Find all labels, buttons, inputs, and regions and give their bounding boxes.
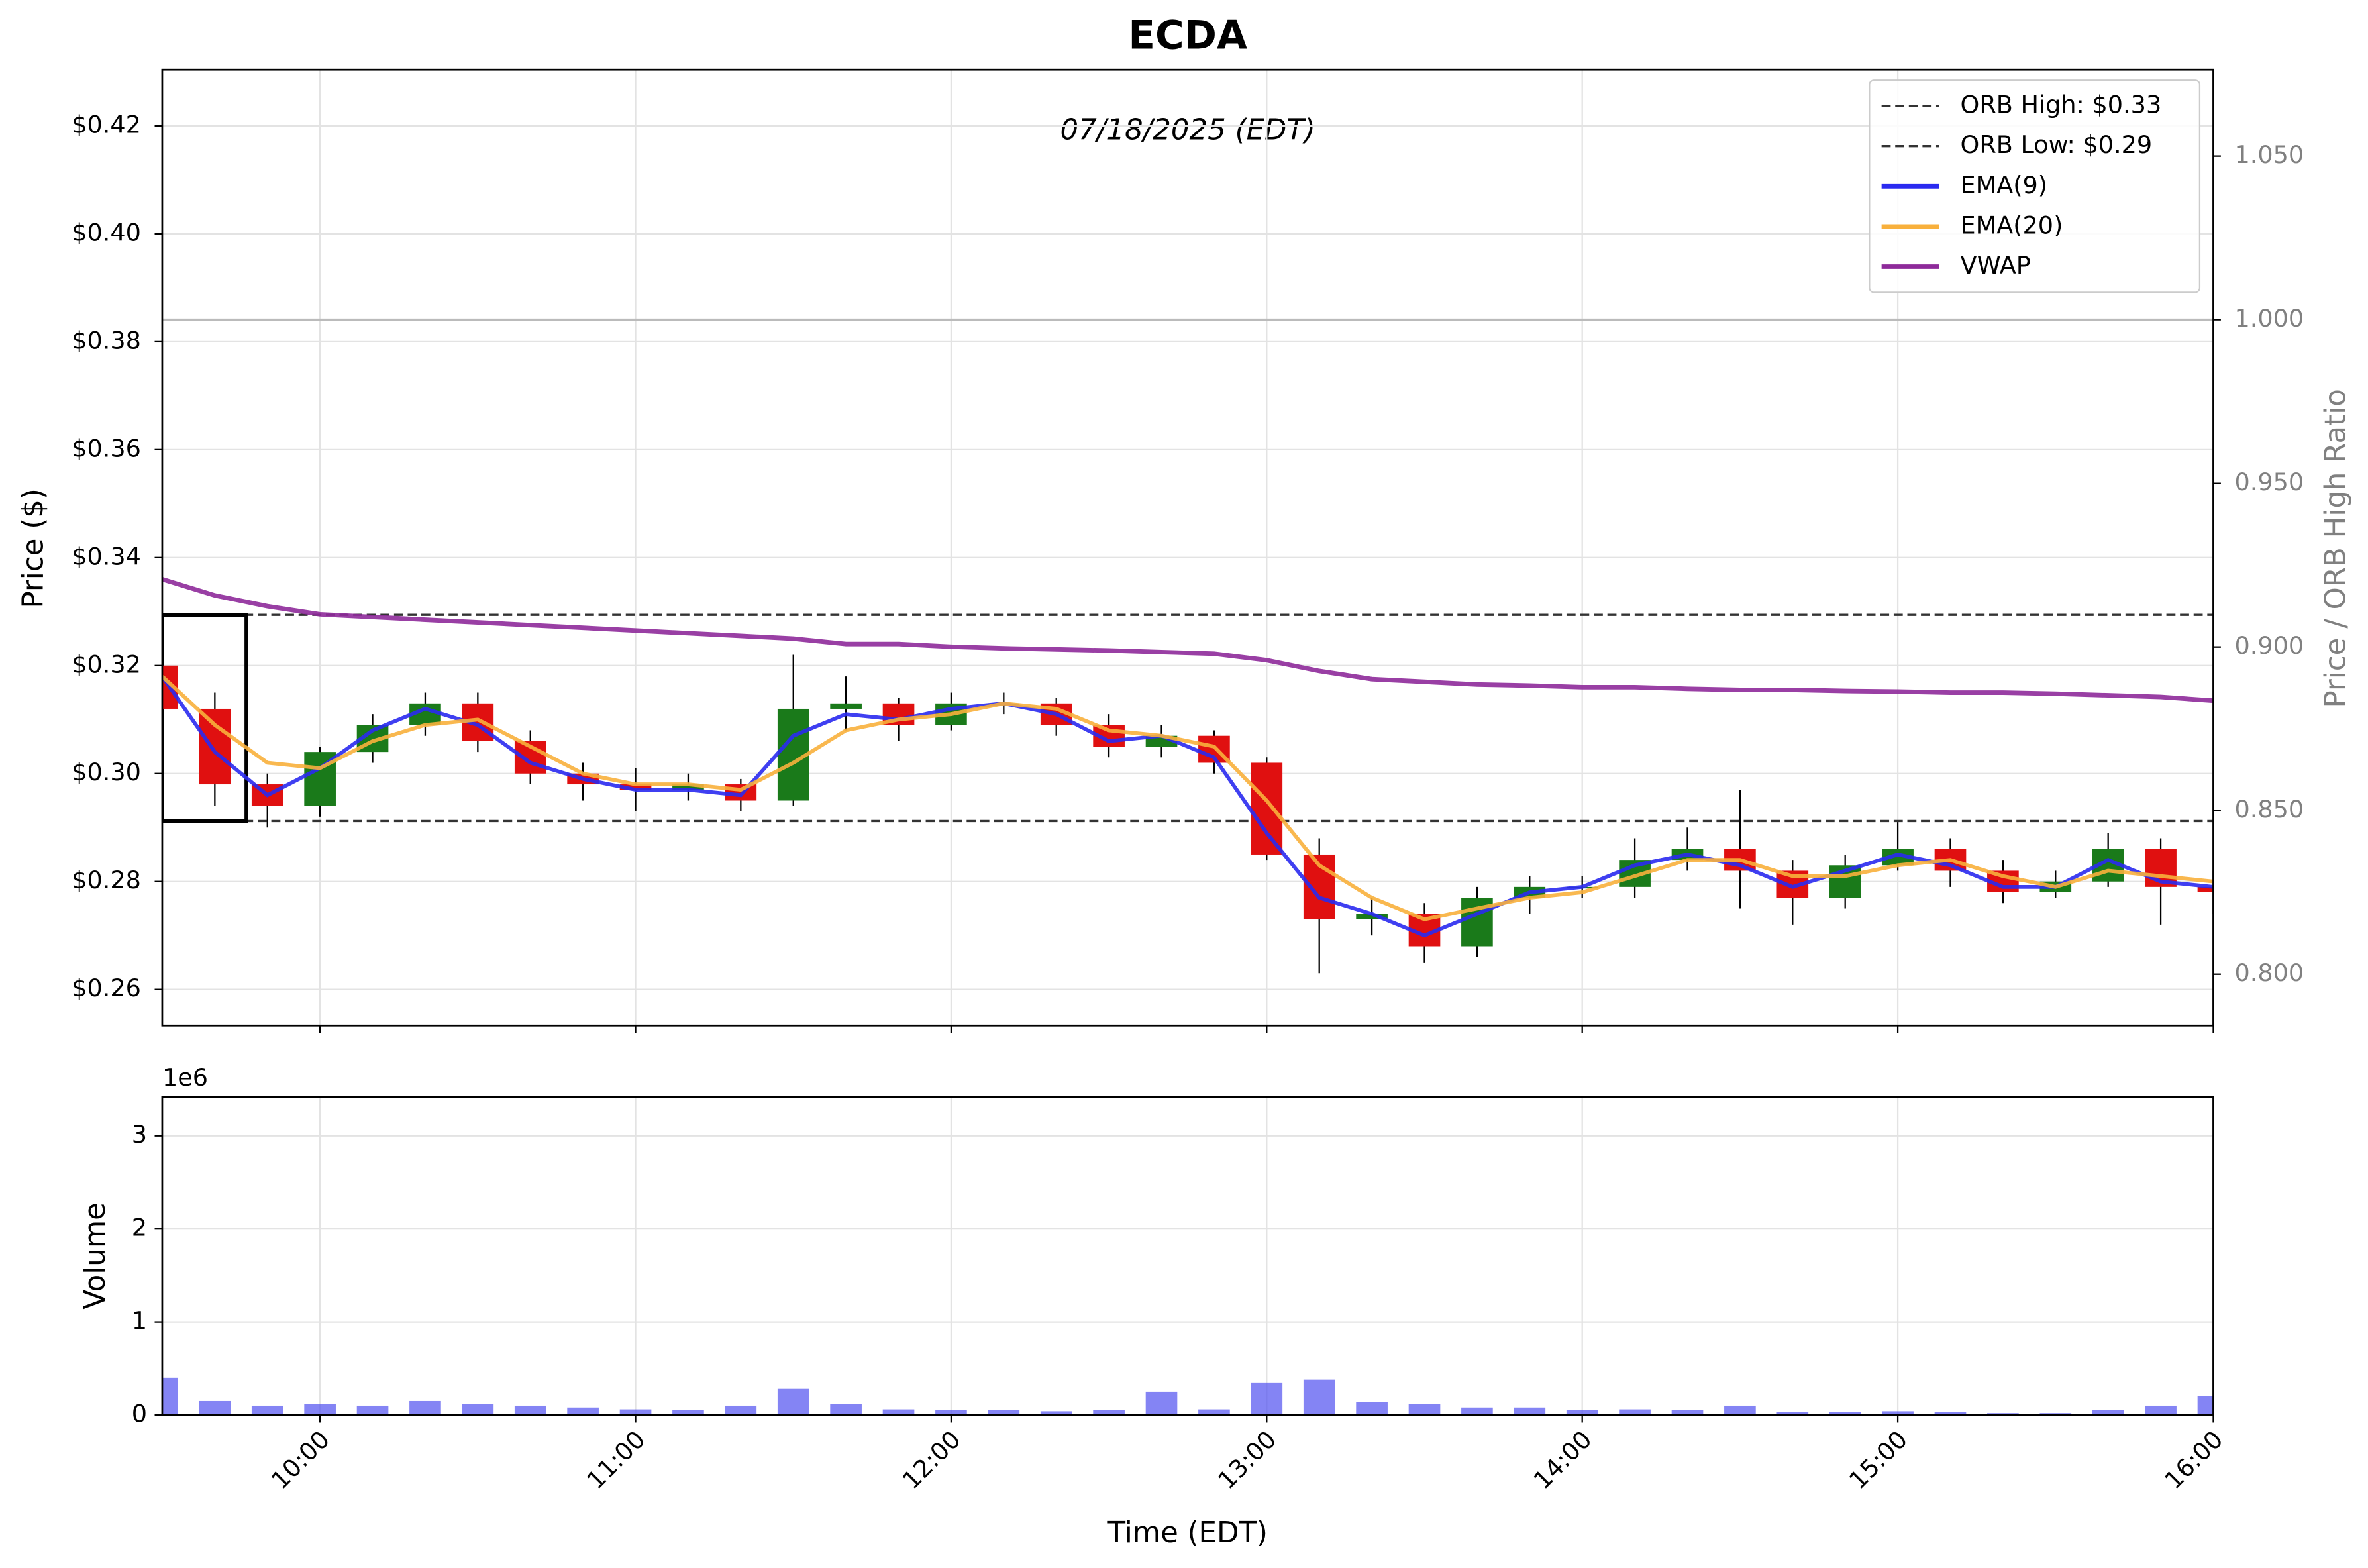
- volume-bar: [777, 1388, 809, 1416]
- volume-bar: [1303, 1379, 1335, 1416]
- y-tick-label: $0.36: [72, 434, 141, 462]
- volume-bar: [567, 1407, 599, 1416]
- x-tick-label: 10:00: [266, 1425, 335, 1494]
- volume-bar: [1198, 1409, 1230, 1416]
- volume-bar: [2092, 1410, 2124, 1416]
- y-tick-label: $0.34: [72, 542, 141, 570]
- x-tick-label: 16:00: [2159, 1425, 2228, 1494]
- volume-bar: [1251, 1382, 1283, 1416]
- orb-box: [162, 613, 248, 823]
- volume-bar: [514, 1405, 546, 1416]
- volume-bar: [1776, 1412, 1809, 1416]
- chart-subtitle: 07/18/2025 (EDT): [1060, 113, 1315, 146]
- x-tick-label: 13:00: [1212, 1425, 1282, 1494]
- volume-bar: [1987, 1413, 2019, 1416]
- volume-bar: [1514, 1407, 1546, 1416]
- y2-tick-label: 0.850: [2235, 795, 2304, 823]
- volume-bar: [162, 1377, 178, 1416]
- volume-y-tick-label: 3: [132, 1120, 147, 1149]
- volume-bar: [462, 1404, 494, 1416]
- y-tick-label: $0.42: [72, 110, 141, 138]
- y-tick-label: $0.28: [72, 866, 141, 894]
- volume-bar: [1829, 1412, 1861, 1416]
- volume-bar: [2039, 1413, 2072, 1416]
- volume-bar: [251, 1405, 283, 1416]
- y2-axis-label: Price / ORB High Ratio: [2320, 389, 2353, 707]
- legend-label: EMA(9): [1961, 171, 2048, 199]
- volume-y-tick-label: 1: [132, 1306, 147, 1335]
- candle-body: [1356, 914, 1388, 919]
- volume-bar: [882, 1409, 915, 1416]
- candle-body: [1251, 762, 1283, 855]
- legend-label: ORB High: $0.33: [1961, 91, 2162, 119]
- y-axis-label: Price ($): [17, 488, 50, 608]
- volume-bar: [356, 1405, 389, 1416]
- x-tick-label: 12:00: [897, 1425, 966, 1494]
- candle-body: [2197, 886, 2214, 893]
- legend: ORB High: $0.33 ORB Low: $0.29 EMA(9) EMA(2…: [1869, 79, 2201, 293]
- y2-tick-label: 1.000: [2235, 304, 2304, 333]
- y-tick-label: $0.38: [72, 326, 141, 354]
- volume-bar: [304, 1404, 336, 1416]
- volume-offset-label: 1e6: [162, 1063, 208, 1092]
- x-tick-label: 14:00: [1528, 1425, 1598, 1494]
- y-tick-label: $0.30: [72, 758, 141, 786]
- legend-box: [1869, 79, 2201, 293]
- legend-label: VWAP: [1961, 251, 2031, 280]
- chart-title: ECDA: [1128, 13, 1247, 58]
- volume-bar: [935, 1410, 967, 1416]
- x-tick-label: 15:00: [1843, 1425, 1913, 1494]
- volume-bar: [1145, 1391, 1178, 1416]
- volume-bar: [2145, 1405, 2177, 1416]
- volume-y-tick-label: 0: [132, 1400, 147, 1428]
- volume-frame: [161, 1096, 2214, 1416]
- candle-body: [619, 784, 652, 790]
- candle-body: [830, 703, 862, 709]
- series-line: [162, 674, 2214, 921]
- candle-body: [199, 708, 231, 785]
- candle-body: [672, 784, 704, 790]
- volume-bar: [1882, 1411, 1914, 1416]
- price-frame: [161, 68, 2214, 1027]
- volume-bar: [1040, 1411, 1072, 1416]
- volume-bar: [1093, 1410, 1125, 1416]
- volume-bar: [2197, 1396, 2214, 1416]
- volume-y-tick-label: 2: [132, 1214, 147, 1242]
- series-line: [162, 675, 2214, 938]
- volume-bar: [1566, 1410, 1598, 1416]
- y-tick-label: $0.26: [72, 974, 141, 1002]
- volume-bar: [725, 1405, 757, 1416]
- series-line: [162, 577, 2214, 704]
- x-tick-label: 11:00: [582, 1425, 651, 1494]
- volume-bar: [619, 1409, 652, 1416]
- x-axis-label: Time (EDT): [1107, 1516, 1267, 1549]
- volume-bar: [1408, 1404, 1441, 1416]
- volume-bar: [1461, 1407, 1493, 1416]
- volume-bar: [672, 1410, 704, 1416]
- volume-bar: [409, 1400, 441, 1416]
- volume-bar: [830, 1404, 862, 1416]
- y2-tick-label: 1.050: [2235, 140, 2304, 169]
- volume-axis-label: Volume: [79, 1202, 112, 1310]
- legend-label: EMA(20): [1961, 211, 2063, 239]
- volume-plot: [162, 1377, 2214, 1416]
- volume-bar: [1619, 1409, 1651, 1416]
- volume-bar: [1934, 1412, 1967, 1416]
- y2-tick-label: 0.950: [2235, 468, 2304, 496]
- volume-bar: [1724, 1405, 1756, 1416]
- volume-bar: [1671, 1410, 1704, 1416]
- volume-bar: [1356, 1402, 1388, 1416]
- price-plot: [162, 318, 2214, 974]
- y-tick-label: $0.32: [72, 650, 141, 678]
- y2-tick-label: 0.800: [2235, 959, 2304, 987]
- y2-tick-label: 0.900: [2235, 631, 2304, 660]
- legend-label: ORB Low: $0.29: [1961, 131, 2153, 159]
- volume-bar: [199, 1400, 231, 1416]
- y-tick-label: $0.40: [72, 218, 141, 246]
- volume-bar: [988, 1410, 1020, 1416]
